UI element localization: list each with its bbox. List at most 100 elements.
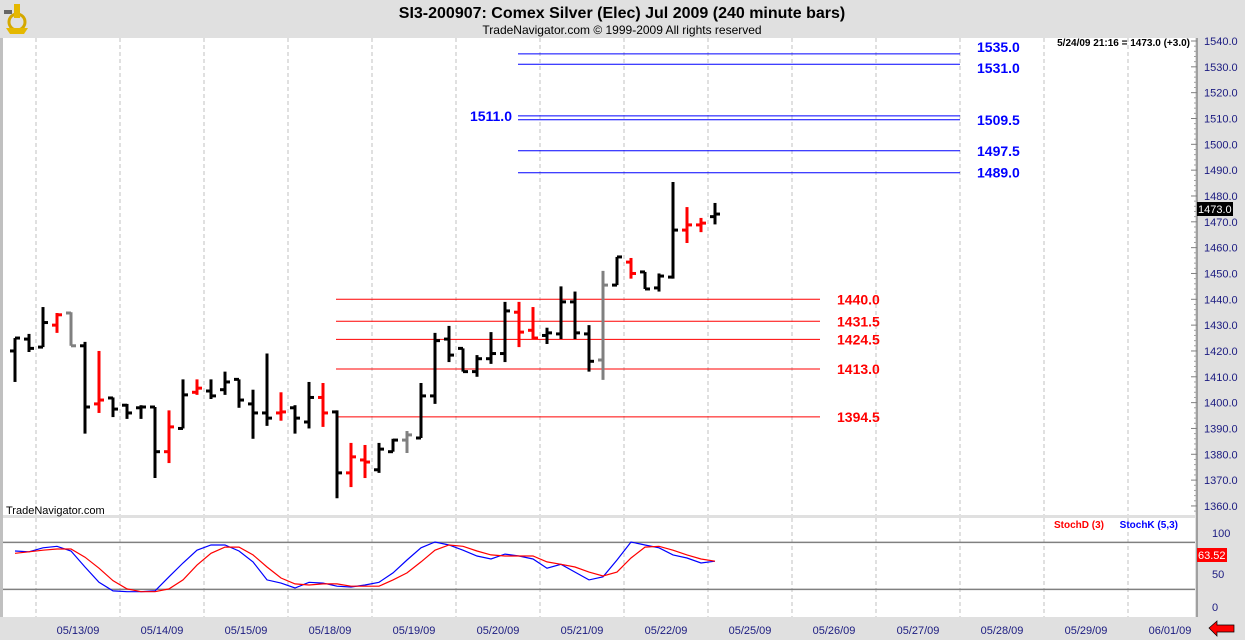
- scroll-left-arrow-icon[interactable]: [1208, 620, 1235, 637]
- ohlc-bar: [486, 332, 496, 364]
- ohlc-bar: [542, 327, 552, 344]
- ohlc-bar: [38, 307, 48, 349]
- support-level-label: 1413.0: [837, 361, 880, 377]
- price-readout: 5/24/09 21:16 = 1473.0 (+3.0): [1057, 38, 1190, 49]
- date-tick-label: 05/19/09: [393, 625, 436, 637]
- ohlc-bar: [626, 257, 636, 279]
- ohlc-bar: [430, 332, 440, 404]
- ohlc-bar: [584, 325, 594, 372]
- price-tick-label: 1370.0: [1204, 475, 1238, 487]
- ohlc-bar: [66, 311, 76, 348]
- price-tick-label: 1530.0: [1204, 62, 1238, 74]
- ohlc-bar: [696, 217, 706, 233]
- date-tick-label: 05/14/09: [141, 625, 184, 637]
- stoch-last-box: [1197, 548, 1227, 562]
- stoch-tick-label: 50: [1212, 569, 1224, 581]
- date-tick-label: 06/01/09: [1149, 625, 1192, 637]
- left-border: [0, 38, 3, 617]
- support-level-label: 1394.5: [837, 409, 880, 425]
- resistance-level-label: 1509.5: [977, 112, 1020, 128]
- ohlc-bar: [178, 379, 188, 430]
- ohlc-bar: [234, 377, 244, 408]
- ohlc-bar: [248, 389, 258, 439]
- price-panel[interactable]: [3, 38, 1195, 515]
- date-tick-label: 05/22/09: [645, 625, 688, 637]
- ohlc-bar: [528, 307, 538, 340]
- ohlc-bar: [206, 379, 216, 400]
- date-tick-label: 05/28/09: [981, 625, 1024, 637]
- resistance-level-label: 1531.0: [977, 60, 1020, 76]
- watermark: TradeNavigator.com: [6, 505, 105, 517]
- ohlc-bar: [682, 207, 692, 243]
- ohlc-bar: [360, 444, 370, 479]
- ohlc-bar: [346, 442, 356, 488]
- price-tick-label: 1420.0: [1204, 346, 1238, 358]
- stoch-panel[interactable]: [3, 518, 1195, 617]
- ohlc-bar: [276, 392, 286, 421]
- ohlc-bar: [500, 301, 510, 363]
- ohlc-bar: [164, 410, 174, 464]
- legend-stochk: StochK (5,3): [1120, 520, 1178, 531]
- date-tick-label: 05/26/09: [813, 625, 856, 637]
- last-price-label: 1473.0: [1198, 204, 1232, 216]
- ohlc-bar: [668, 182, 678, 279]
- price-tick-label: 1540.0: [1204, 36, 1238, 48]
- date-tick-label: 05/27/09: [897, 625, 940, 637]
- ohlc-bar: [262, 353, 272, 426]
- stochk-line: [14, 541, 716, 593]
- price-tick-label: 1380.0: [1204, 449, 1238, 461]
- ohlc-bar: [24, 333, 34, 352]
- ohlc-bar: [402, 431, 412, 453]
- ohlc-bar: [318, 382, 328, 427]
- support-level-label: 1440.0: [837, 291, 880, 307]
- price-tick-label: 1410.0: [1204, 372, 1238, 384]
- price-tick-label: 1400.0: [1204, 398, 1238, 410]
- date-tick-label: 05/25/09: [729, 625, 772, 637]
- ohlc-bar: [304, 381, 314, 429]
- date-tick-label: 05/18/09: [309, 625, 352, 637]
- ohlc-bar: [388, 438, 398, 454]
- ohlc-bar: [612, 255, 622, 287]
- date-tick-label: 05/15/09: [225, 625, 268, 637]
- ohlc-bar: [598, 270, 608, 380]
- ohlc-bar: [150, 405, 160, 479]
- resistance-level-label: 1511.0: [470, 108, 512, 124]
- chart-title: SI3-200907: Comex Silver (Elec) Jul 2009…: [399, 5, 845, 22]
- ohlc-bar: [570, 291, 580, 340]
- ohlc-bar: [136, 405, 146, 419]
- price-tick-label: 1360.0: [1204, 501, 1238, 513]
- support-level-label: 1424.5: [837, 331, 880, 347]
- ohlc-bar: [290, 405, 300, 434]
- ohlc-bar: [416, 382, 426, 440]
- ohlc-bar: [122, 403, 132, 419]
- ohlc-bar: [332, 410, 342, 499]
- ohlc-bar: [444, 325, 454, 363]
- stoch-tick-label: 100: [1212, 528, 1230, 540]
- price-tick-label: 1440.0: [1204, 294, 1238, 306]
- price-tick-label: 1470.0: [1204, 217, 1238, 229]
- stochd-line: [14, 544, 716, 593]
- price-tick-label: 1430.0: [1204, 320, 1238, 332]
- ohlc-bar: [654, 273, 664, 292]
- last-price-box: [1197, 202, 1233, 216]
- ohlc-bar: [514, 301, 524, 348]
- resistance-level-label: 1497.5: [977, 143, 1020, 159]
- ohlc-bar: [556, 286, 566, 340]
- sextant-logo-icon: [4, 4, 28, 34]
- ohlc-bar: [472, 355, 482, 377]
- date-tick-label: 05/29/09: [1065, 625, 1108, 637]
- ohlc-bar: [192, 379, 202, 395]
- price-tick-label: 1490.0: [1204, 165, 1238, 177]
- ohlc-bar: [220, 371, 230, 395]
- price-tick-label: 1450.0: [1204, 268, 1238, 280]
- price-tick-label: 1500.0: [1204, 139, 1238, 151]
- price-tick-label: 1520.0: [1204, 88, 1238, 100]
- price-tick-label: 1460.0: [1204, 243, 1238, 255]
- ohlc-bar: [640, 270, 650, 291]
- price-tick-label: 1390.0: [1204, 423, 1238, 435]
- resistance-level-label: 1489.0: [977, 165, 1020, 181]
- stoch-tick-label: 0: [1212, 602, 1218, 614]
- ohlc-bar: [80, 341, 90, 434]
- stoch-last-label: 63.52: [1198, 550, 1226, 562]
